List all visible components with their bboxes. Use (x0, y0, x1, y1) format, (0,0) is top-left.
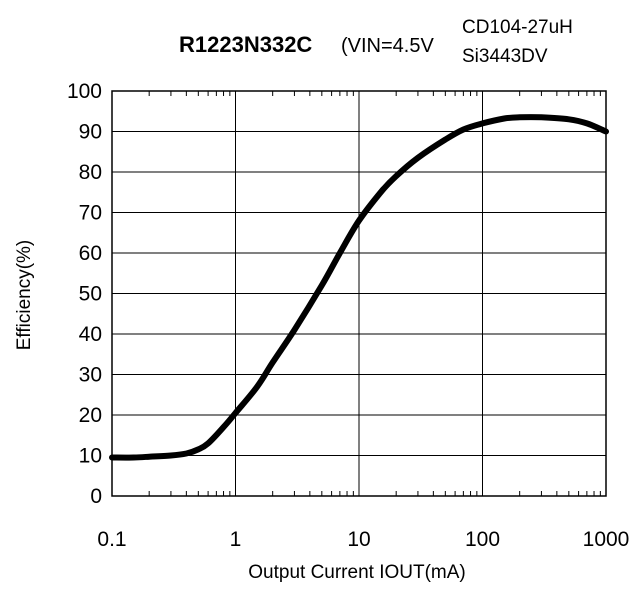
y-tick-label: 60 (79, 242, 102, 265)
annotation-mosfet: Si3443DV (462, 46, 548, 67)
x-tick-label: 10 (347, 528, 370, 551)
y-tick-label: 100 (67, 80, 102, 103)
y-tick-label: 10 (79, 445, 102, 468)
y-tick-label: 90 (79, 121, 102, 144)
plot-frame (111, 90, 607, 497)
x-tick-label: 1000 (583, 528, 630, 551)
y-axis-ticks: 0 10 20 30 40 50 60 70 80 90 100 (67, 80, 102, 508)
x-tick-label: 1 (230, 528, 242, 551)
x-tick-label: 100 (465, 528, 500, 551)
x-axis-label: Output Current IOUT(mA) (248, 562, 466, 583)
x-axis-ticks: 0.1 1 10 100 1000 (97, 528, 629, 551)
chart-subtitle: (VIN=4.5V (341, 35, 434, 57)
y-tick-label: 30 (79, 364, 102, 387)
x-minor-ticks (148, 91, 601, 496)
y-axis-label: Efficiency(%) (14, 240, 35, 351)
x-tick-label: 0.1 (97, 528, 126, 551)
y-tick-label: 70 (79, 202, 102, 225)
y-tick-label: 80 (79, 161, 102, 184)
efficiency-curve (109, 114, 609, 461)
annotation-inductor: CD104-27uH (462, 17, 573, 38)
y-tick-label: 20 (79, 404, 102, 427)
chart-title: R1223N332C (179, 32, 312, 57)
y-tick-label: 40 (79, 323, 102, 346)
y-tick-label: 50 (79, 283, 102, 306)
chart-grid (111, 90, 607, 497)
y-tick-label: 0 (90, 485, 102, 508)
